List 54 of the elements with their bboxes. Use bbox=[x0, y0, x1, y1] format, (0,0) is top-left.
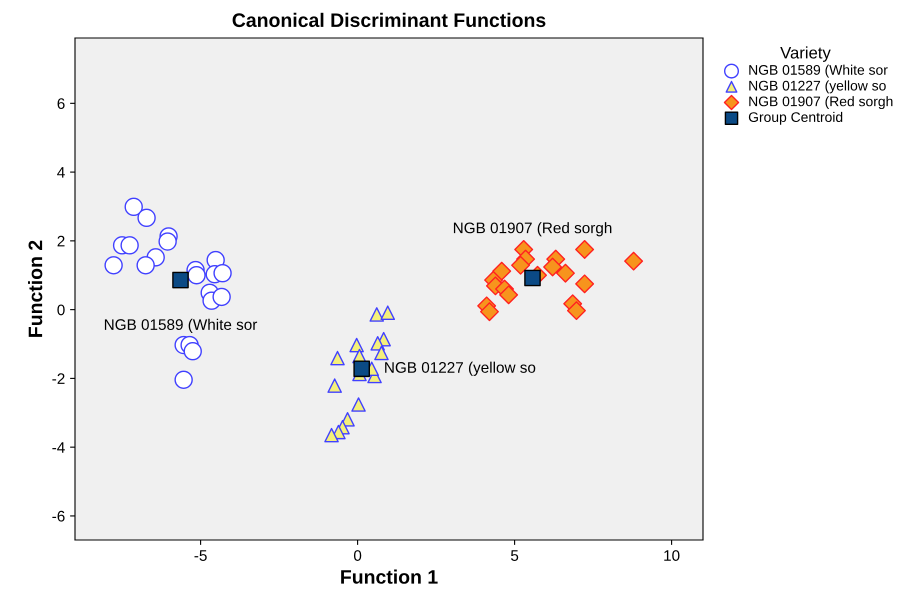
point bbox=[369, 307, 384, 322]
annotation: NGB 01227 (yellow so bbox=[385, 362, 536, 376]
point bbox=[556, 264, 575, 283]
chart-title: Canonical Discriminant Functions bbox=[232, 12, 546, 28]
point bbox=[349, 338, 364, 352]
legend-label: NGB 01589 (White sor bbox=[749, 64, 888, 78]
y-tick-label: -2 bbox=[52, 373, 65, 384]
x-tick-label: -5 bbox=[194, 550, 207, 561]
point bbox=[492, 262, 512, 281]
y-tick-label: 4 bbox=[57, 167, 65, 178]
point bbox=[184, 342, 202, 360]
point bbox=[566, 301, 586, 320]
point bbox=[353, 360, 370, 378]
point bbox=[137, 208, 156, 228]
y-tick-label: 0 bbox=[57, 304, 65, 316]
point bbox=[330, 350, 345, 366]
point bbox=[212, 288, 231, 306]
legend-label: NGB 01227 (yellow so bbox=[749, 80, 886, 94]
y-tick-label: -6 bbox=[52, 510, 65, 522]
y-tick-label: 2 bbox=[58, 236, 65, 246]
x-tick-label: 5 bbox=[510, 550, 518, 561]
point bbox=[174, 370, 193, 389]
point bbox=[524, 270, 541, 286]
y-tick-label: 6 bbox=[58, 98, 65, 110]
point bbox=[327, 378, 342, 393]
y-axis-title: Function 2 bbox=[28, 240, 42, 337]
point bbox=[380, 305, 396, 320]
annotation: NGB 01589 (White sor bbox=[104, 318, 258, 334]
point bbox=[104, 256, 123, 274]
x-tick-label: 10 bbox=[664, 550, 680, 561]
legend-label: NGB 01907 (Red sorgh bbox=[749, 96, 892, 110]
point bbox=[351, 397, 366, 412]
point bbox=[624, 252, 644, 271]
point bbox=[158, 232, 177, 251]
point bbox=[480, 302, 499, 322]
point bbox=[499, 285, 518, 304]
x-axis-title: Function 1 bbox=[341, 570, 438, 584]
point bbox=[120, 236, 139, 255]
point bbox=[136, 256, 155, 274]
point bbox=[374, 346, 389, 360]
legend-title: Variety bbox=[780, 46, 831, 62]
point bbox=[187, 266, 206, 284]
point bbox=[543, 258, 562, 276]
point bbox=[575, 274, 594, 294]
point bbox=[213, 264, 232, 282]
point bbox=[172, 272, 189, 288]
point bbox=[511, 256, 530, 275]
x-tick-label: 0 bbox=[354, 550, 362, 561]
point bbox=[324, 428, 339, 442]
point bbox=[124, 198, 143, 216]
y-tick-label: -4 bbox=[52, 442, 65, 453]
point bbox=[575, 240, 594, 259]
annotation: NGB 01907 (Red sorgh bbox=[454, 222, 612, 236]
legend-label: Group Centroid bbox=[748, 112, 842, 125]
